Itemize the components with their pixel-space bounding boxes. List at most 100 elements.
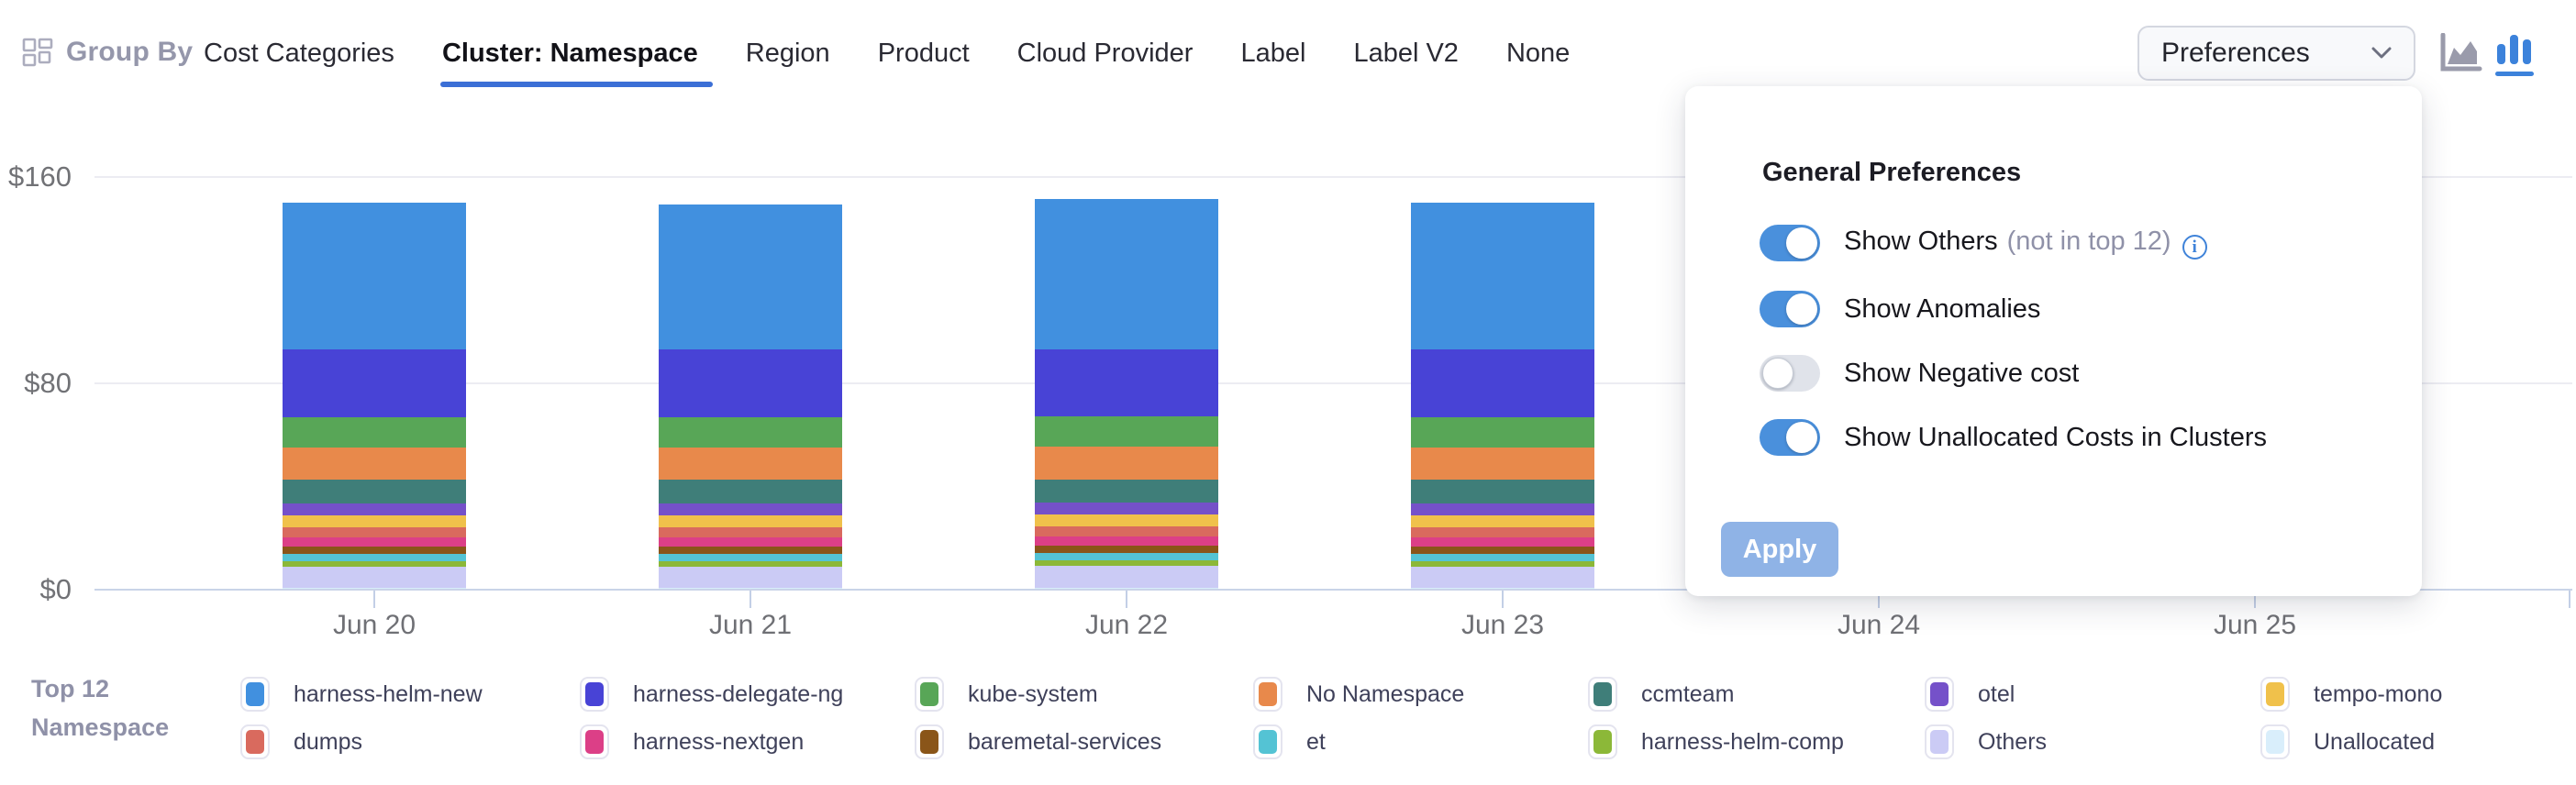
x-label-jun-21: Jun 21 (708, 610, 793, 640)
bar-segment-dumps[interactable] (283, 526, 466, 538)
bar-segment-otel[interactable] (659, 503, 842, 516)
apply-button[interactable]: Apply (1721, 522, 1838, 577)
bar-jun-20[interactable] (283, 0, 466, 590)
bar-segment-et[interactable] (1411, 553, 1594, 561)
legend-swatch-kube-system (915, 677, 944, 712)
legend-swatch-color (1259, 730, 1277, 754)
tab-cloud-provider[interactable]: Cloud Provider (1016, 38, 1194, 68)
bar-segment-harness-helm-comp[interactable] (1035, 559, 1218, 566)
bar-segment-harness-delegate-ng[interactable] (1411, 349, 1594, 417)
legend-swatch-color (585, 730, 604, 754)
bar-segment-harness-helm-comp[interactable] (659, 560, 842, 567)
bar-segment-et[interactable] (659, 553, 842, 561)
bar-segment-et[interactable] (1035, 553, 1218, 560)
toggle-show-unallocated-costs-in-clusters[interactable] (1760, 419, 1820, 456)
bar-segment-dumps[interactable] (1035, 526, 1218, 537)
tab-region[interactable]: Region (745, 38, 830, 68)
tab-cost-categories[interactable]: Cost Categories (204, 38, 394, 68)
tab-label-v2[interactable]: Label V2 (1353, 38, 1459, 68)
bar-segment-tempo-mono[interactable] (659, 515, 842, 527)
bar-segment-harness-nextgen[interactable] (659, 537, 842, 547)
bar-segment-ccmteam[interactable] (283, 480, 466, 503)
toggle-show-others[interactable] (1760, 225, 1820, 261)
tab-none[interactable]: None (1505, 38, 1571, 68)
bar-segment-others[interactable] (283, 566, 466, 589)
bar-segment-no-namespace[interactable] (283, 448, 466, 481)
toggle-show-anomalies[interactable] (1760, 291, 1820, 327)
bar-segment-harness-helm-comp[interactable] (1411, 560, 1594, 567)
legend-item-et[interactable]: et (1253, 724, 1326, 760)
legend-swatch-color (920, 682, 938, 706)
bar-segment-others[interactable] (1411, 566, 1594, 589)
preferences-dropdown-button[interactable]: Preferences (2137, 26, 2415, 81)
legend-item-harness-nextgen[interactable]: harness-nextgen (580, 724, 804, 760)
legend-item-baremetal-services[interactable]: baremetal-services (915, 724, 1161, 760)
legend-item-harness-helm-comp[interactable]: harness-helm-comp (1588, 724, 1844, 760)
bar-jun-22[interactable] (1035, 0, 1218, 590)
bar-segment-tempo-mono[interactable] (1035, 514, 1218, 527)
legend-swatch-color (246, 682, 264, 706)
bar-segment-dumps[interactable] (659, 526, 842, 538)
bar-segment-others[interactable] (1035, 565, 1218, 589)
area-chart-toggle-button[interactable] (2437, 32, 2482, 80)
bar-segment-harness-delegate-ng[interactable] (659, 349, 842, 417)
bar-segment-harness-delegate-ng[interactable] (1035, 348, 1218, 416)
legend-item-unallocated[interactable]: Unallocated (2260, 724, 2435, 760)
legend-title-line-2: Namespace (31, 713, 170, 741)
bar-segment-baremetal-services[interactable] (659, 547, 842, 554)
bar-segment-harness-nextgen[interactable] (1035, 536, 1218, 547)
bar-segment-baremetal-services[interactable] (1035, 546, 1218, 554)
legend-item-harness-delegate-ng[interactable]: harness-delegate-ng (580, 676, 843, 713)
bar-segment-kube-system[interactable] (1411, 416, 1594, 448)
bar-segment-no-namespace[interactable] (1035, 447, 1218, 480)
bar-segment-ccmteam[interactable] (1411, 480, 1594, 503)
bar-segment-ccmteam[interactable] (659, 480, 842, 503)
bar-segment-others[interactable] (659, 566, 842, 589)
tab-product[interactable]: Product (877, 38, 970, 68)
legend-item-no-namespace[interactable]: No Namespace (1253, 676, 1464, 713)
legend-item-ccmteam[interactable]: ccmteam (1588, 676, 1734, 713)
bar-segment-harness-delegate-ng[interactable] (283, 349, 466, 417)
bar-segment-harness-nextgen[interactable] (283, 537, 466, 547)
bar-segment-baremetal-services[interactable] (1411, 547, 1594, 554)
info-icon[interactable]: i (2182, 235, 2207, 260)
toggle-show-negative-cost[interactable] (1760, 355, 1820, 392)
bar-segment-otel[interactable] (283, 503, 466, 516)
bar-segment-harness-helm-comp[interactable] (283, 560, 466, 567)
legend-item-others[interactable]: Others (1925, 724, 2047, 760)
bar-segment-tempo-mono[interactable] (283, 515, 466, 527)
legend-item-dumps[interactable]: dumps (240, 724, 362, 760)
tab-label[interactable]: Label (1240, 38, 1306, 68)
bar-segment-baremetal-services[interactable] (283, 547, 466, 554)
legend-item-otel[interactable]: otel (1925, 676, 2015, 713)
bar-segment-et[interactable] (283, 553, 466, 561)
bar-segment-kube-system[interactable] (1035, 415, 1218, 448)
bar-segment-kube-system[interactable] (659, 416, 842, 448)
legend-swatch-dumps (240, 724, 270, 759)
pref-row-show-others: Show Others (not in top 12) i (1760, 225, 2207, 261)
bar-segment-tempo-mono[interactable] (1411, 515, 1594, 527)
bar-segment-harness-helm-new[interactable] (659, 204, 842, 350)
bar-jun-23[interactable] (1411, 0, 1594, 590)
legend-item-tempo-mono[interactable]: tempo-mono (2260, 676, 2442, 713)
bar-segment-no-namespace[interactable] (659, 448, 842, 481)
bar-segment-dumps[interactable] (1411, 526, 1594, 538)
bar-segment-kube-system[interactable] (283, 416, 466, 448)
bar-segment-harness-helm-new[interactable] (1411, 203, 1594, 350)
bar-segment-ccmteam[interactable] (1035, 479, 1218, 503)
legend-swatch-color (920, 730, 938, 754)
legend-item-kube-system[interactable]: kube-system (915, 676, 1098, 713)
bar-segment-harness-nextgen[interactable] (1411, 537, 1594, 547)
x-label-jun-25: Jun 25 (2213, 610, 2297, 640)
bar-chart-toggle-button[interactable] (2495, 33, 2534, 76)
bar-segment-otel[interactable] (1035, 502, 1218, 515)
bar-segment-no-namespace[interactable] (1411, 448, 1594, 481)
bar-jun-21[interactable] (659, 0, 842, 590)
bar-segment-otel[interactable] (1411, 503, 1594, 516)
bar-segment-harness-helm-new[interactable] (1035, 199, 1218, 349)
pref-row-show-negative-cost: Show Negative cost (1760, 355, 2079, 392)
tab-cluster-namespace[interactable]: Cluster: Namespace (439, 38, 713, 87)
legend-item-harness-helm-new[interactable]: harness-helm-new (240, 676, 483, 713)
bar-segment-harness-helm-new[interactable] (283, 203, 466, 350)
x-label-jun-24: Jun 24 (1837, 610, 1921, 640)
